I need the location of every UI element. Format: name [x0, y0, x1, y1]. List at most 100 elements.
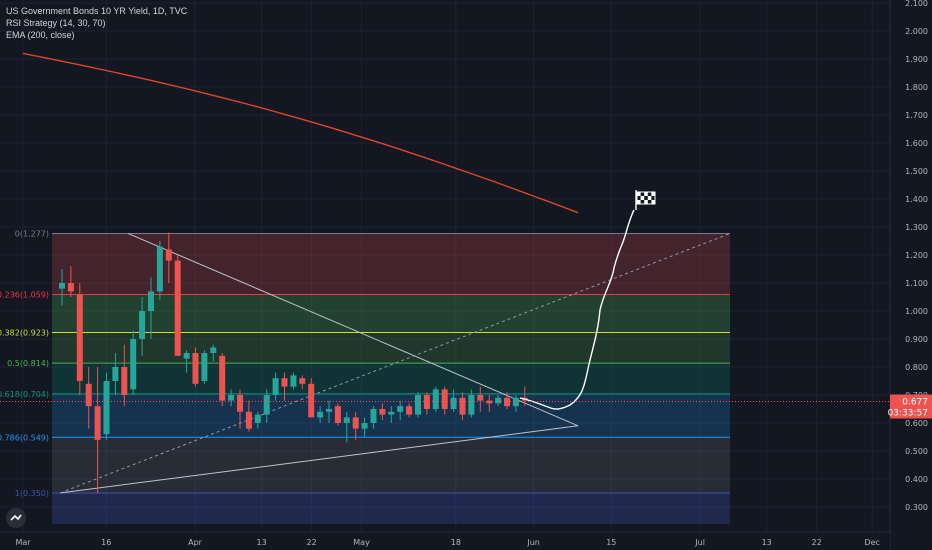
- fib-level-label: 0.236(1.059): [0, 290, 49, 299]
- candle-body: [59, 283, 65, 289]
- candle-body: [512, 397, 519, 407]
- candle-body: [130, 339, 137, 390]
- time-axis[interactable]: Mar 16 Apr 13 22 May 18 Jun 15 Jul 13 22 Dec: [0, 531, 890, 550]
- flag-checker: [637, 192, 641, 196]
- symbol-title[interactable]: US Government Bonds 10 YR Yield, 1D, TVC: [6, 6, 188, 16]
- candle-body: [290, 375, 297, 387]
- price-tick-label: 1.300: [905, 223, 928, 232]
- candle-body: [477, 395, 484, 401]
- flag-checker: [644, 192, 648, 196]
- fib-band: [52, 233, 730, 295]
- candle-body: [263, 395, 270, 415]
- time-tick-label: Apr: [188, 538, 203, 547]
- flag-checker: [651, 200, 655, 204]
- candle-body: [495, 397, 502, 404]
- fib-level-label: 0.5(0.814): [7, 359, 49, 368]
- fib-band: [52, 294, 730, 333]
- flag-checker: [647, 196, 652, 200]
- price-tick-label: 0.300: [905, 503, 928, 512]
- price-tick-label: 1.200: [905, 251, 928, 260]
- candle-body: [192, 353, 199, 384]
- candle-body: [228, 395, 235, 401]
- candle-body: [317, 411, 324, 418]
- ema-indicator-label[interactable]: EMA (200, close): [6, 30, 75, 40]
- time-tick-label: 16: [101, 538, 111, 547]
- price-tick-label: 1.100: [905, 279, 928, 288]
- candle-body: [352, 417, 359, 429]
- price-tick-label: 1.700: [905, 111, 928, 120]
- flag-checker: [644, 200, 648, 204]
- fibonacci-retracement: 0(1.277) 0.236(1.059) 0.382(0.923) 0.5(0.81…: [0, 229, 730, 524]
- time-tick-label: Jul: [694, 538, 705, 547]
- last-price-countdown: 03:33:57: [888, 408, 928, 418]
- time-axis-bg: [0, 532, 890, 550]
- candle-body: [281, 378, 288, 387]
- tradingview-logo-icon[interactable]: [6, 508, 26, 528]
- fib-level-label: 0.382(0.923): [0, 329, 49, 338]
- candle-body: [370, 409, 377, 423]
- price-tick-label: 1.800: [905, 83, 928, 92]
- candle-body: [165, 249, 172, 261]
- candle-body: [183, 353, 190, 359]
- candle-body: [468, 395, 475, 415]
- candle-body: [504, 397, 510, 407]
- time-tick-label: 22: [812, 538, 822, 547]
- candle-body: [334, 406, 341, 423]
- candle-body: [103, 381, 110, 435]
- candle-body: [245, 411, 252, 429]
- time-tick-label: 15: [606, 538, 616, 547]
- candle-body: [210, 347, 217, 353]
- flag-checker: [651, 192, 655, 196]
- fib-level-label: 0(1.277): [15, 229, 49, 238]
- candle-body: [148, 291, 154, 311]
- candle-body: [139, 311, 146, 339]
- candle-body: [415, 395, 421, 415]
- candle-body: [121, 367, 128, 395]
- candle-body: [388, 411, 395, 415]
- time-tick-label: 13: [762, 538, 772, 547]
- flag-icon: [635, 190, 656, 210]
- candle-body: [459, 397, 466, 415]
- price-axis-bg: [890, 0, 932, 550]
- price-tick-label: 1.500: [905, 167, 928, 176]
- candle-body: [432, 389, 439, 409]
- price-axis[interactable]: 2.100 2.000 1.900 1.800 1.700 1.600 1.500 1.400…: [889, 0, 932, 550]
- time-tick-label: Jun: [526, 538, 540, 547]
- candle-body: [397, 406, 404, 412]
- candle-body: [76, 294, 83, 381]
- chart-legend: US Government Bonds 10 YR Yield, 1D, TVC…: [6, 5, 187, 41]
- price-tick-label: 2.100: [905, 0, 928, 8]
- price-tick-label: 1.900: [905, 55, 928, 64]
- fib-level-label: 0.786(0.549): [0, 433, 49, 442]
- last-price-value: 0.677: [902, 397, 928, 407]
- candle-body: [406, 406, 413, 415]
- rsi-indicator-label[interactable]: RSI Strategy (14, 30, 70): [6, 18, 106, 28]
- price-tick-label: 1.000: [905, 307, 928, 316]
- candle-body: [326, 409, 332, 412]
- price-tick-label: 0.800: [905, 363, 928, 372]
- triangle-upper-line: [127, 232, 579, 427]
- candle-body: [201, 353, 208, 381]
- candle-body: [486, 400, 493, 404]
- candle-body: [423, 395, 430, 409]
- price-tick-label: 0.400: [905, 475, 928, 484]
- fib-band: [52, 493, 730, 524]
- candle-body: [67, 283, 74, 292]
- price-tick-label: 1.400: [905, 195, 928, 204]
- fib-level-label: 1(0.350): [15, 489, 49, 498]
- projection-path: [519, 209, 635, 410]
- price-tick-label: 0.900: [905, 335, 928, 344]
- candle-body: [343, 417, 350, 423]
- triangle-lower-line: [59, 425, 579, 494]
- candle-body: [308, 383, 315, 418]
- projection-curve: [519, 209, 635, 410]
- time-tick-label: 13: [257, 538, 267, 547]
- flag-checker: [637, 200, 641, 204]
- candle-body: [156, 246, 163, 292]
- fib-band: [52, 332, 730, 364]
- last-price-tag-bg: [890, 394, 932, 419]
- fib-band: [52, 437, 730, 493]
- candle-body: [174, 260, 181, 356]
